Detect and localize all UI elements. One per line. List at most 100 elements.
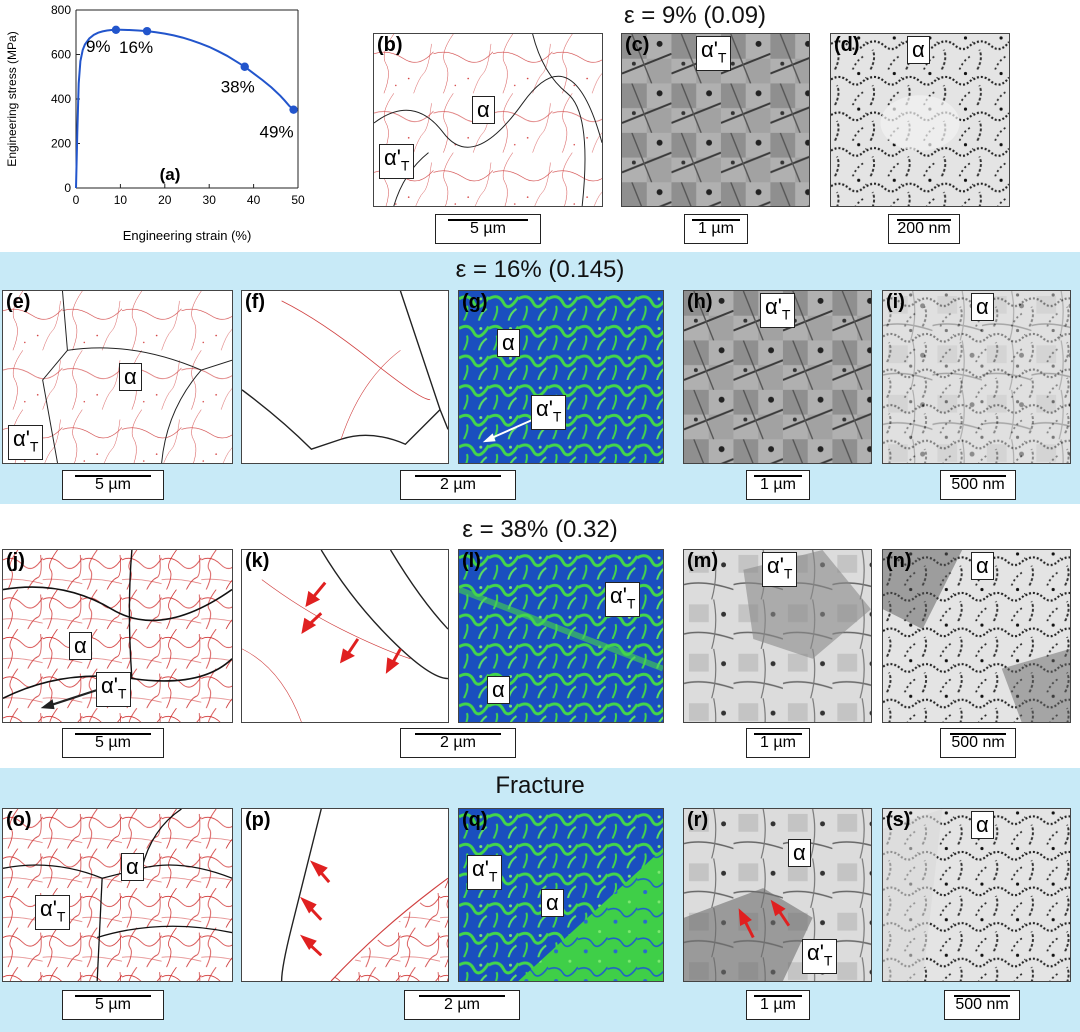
phase-label-alpha: α: [69, 632, 92, 660]
x-tick-label: 30: [203, 193, 217, 207]
phase-label-alpha-prime: α'T: [379, 144, 415, 180]
panel-n-tem: (n) α: [882, 549, 1071, 723]
panel-b-ebsd: (b) α α'T: [373, 33, 603, 207]
panel-g-kam: (g) α α'T: [458, 290, 664, 464]
panel-j-ebsd: (j) α α'T: [2, 549, 233, 723]
phase-label-alpha: α: [971, 811, 994, 839]
phase-label-alpha: α: [472, 96, 495, 124]
scalebar-o: 5 µm: [62, 990, 164, 1020]
chart-panel-label: (a): [160, 165, 181, 184]
section-title-16: ε = 16% (0.145): [455, 256, 625, 283]
scalebar-f: 2 µm: [400, 470, 516, 500]
phase-label-alpha: α: [497, 329, 520, 357]
stress-strain-chart: 0 200 400 600 800 0 10 20 30 40 50 9% 16% 38% 49% En…: [5, 3, 305, 243]
y-tick-label: 600: [51, 48, 71, 62]
scalebar-b: 5 µm: [435, 214, 541, 244]
phase-label-alpha-prime: α'T: [467, 855, 503, 891]
panel-c-tem: (c) α'T: [621, 33, 810, 207]
chart-series-line: [75, 28, 295, 189]
phase-label-alpha: α: [971, 293, 994, 321]
x-tick-label: 50: [291, 193, 305, 207]
phase-label-alpha-prime: α'T: [760, 293, 796, 329]
panel-label: (b): [377, 34, 403, 56]
phase-label-alpha-prime: α'T: [762, 552, 798, 588]
phase-label-alpha: α: [119, 363, 142, 391]
panel-o-ebsd: (o) α α'T: [2, 808, 233, 982]
scalebar-c: 1 µm: [684, 214, 748, 244]
chart-point: [240, 62, 249, 71]
y-tick-label: 800: [51, 3, 71, 17]
chart-point-label: 9%: [86, 37, 111, 56]
y-tick-label: 0: [64, 181, 71, 195]
x-tick-label: 10: [114, 193, 128, 207]
scalebar-e: 5 µm: [62, 470, 164, 500]
chart-markers: 9% 16% 38% 49%: [86, 25, 298, 142]
panel-label: (i): [886, 291, 905, 313]
panel-k-ebsd: (k): [241, 549, 449, 723]
panel-label: (j): [6, 550, 25, 572]
chart-point: [142, 26, 152, 36]
panel-p-ebsd: (p): [241, 808, 449, 982]
chart-point: [111, 25, 121, 35]
panel-l-kam: (l) α'T α: [458, 549, 664, 723]
phase-label-alpha-prime: α'T: [696, 36, 732, 72]
scalebar-r: 1 µm: [746, 990, 810, 1020]
panel-m-tem: (m) α'T: [683, 549, 872, 723]
panel-f-ebsd: (f): [241, 290, 449, 464]
section-title-38: ε = 38% (0.32): [462, 516, 618, 543]
phase-label-alpha-prime: α'T: [802, 939, 838, 975]
phase-label-alpha-prime: α'T: [8, 425, 44, 461]
scalebar-p: 2 µm: [404, 990, 520, 1020]
section-title-9: ε = 9% (0.09): [623, 2, 767, 29]
phase-label-alpha: α: [907, 36, 930, 64]
chart-ylabel: Engineering stress (MPa): [5, 31, 19, 166]
panel-label: (c): [625, 34, 650, 56]
x-tick-label: 20: [158, 193, 172, 207]
chart-x-ticks: 0 10 20 30 40 50: [73, 184, 305, 207]
phase-label-alpha: α: [541, 889, 564, 917]
chart-point-label: 49%: [260, 123, 294, 142]
x-tick-label: 0: [73, 193, 80, 207]
phase-label-alpha-prime: α'T: [96, 672, 132, 708]
scalebar-h: 1 µm: [746, 470, 810, 500]
panel-i-tem: (i) α: [882, 290, 1071, 464]
panel-h-tem: (h) α'T: [683, 290, 872, 464]
panel-label: (m): [687, 550, 719, 572]
phase-label-alpha: α: [121, 853, 144, 881]
panel-label: (k): [245, 550, 270, 572]
panel-label: (r): [687, 809, 709, 831]
section-title-fracture: Fracture: [495, 772, 585, 799]
panel-label: (p): [245, 809, 271, 831]
scalebar-m: 1 µm: [746, 728, 810, 758]
scalebar-i: 500 nm: [940, 470, 1016, 500]
panel-e-ebsd: (e) α α'T: [2, 290, 233, 464]
panel-label: (d): [834, 34, 860, 56]
chart-xlabel: Engineering strain (%): [123, 228, 252, 243]
panel-label: (g): [462, 291, 488, 313]
panel-s-tem: (s) α: [882, 808, 1071, 982]
panel-label: (l): [462, 550, 481, 572]
panel-d-tem: (d) α: [830, 33, 1010, 207]
scalebar-k: 2 µm: [400, 728, 516, 758]
phase-label-alpha: α: [971, 552, 994, 580]
chart-point-label: 38%: [221, 78, 255, 97]
phase-label-alpha-prime: α'T: [605, 582, 641, 618]
chart-point: [289, 105, 298, 114]
chart-y-ticks: 0 200 400 600 800: [51, 3, 80, 195]
scalebar-n: 500 nm: [940, 728, 1016, 758]
phase-label-alpha: α: [487, 676, 510, 704]
phase-label-alpha-prime: α'T: [35, 895, 71, 931]
panel-r-tem: (r) α α'T: [683, 808, 872, 982]
panel-label: (e): [6, 291, 31, 313]
panel-label: (o): [6, 809, 32, 831]
panel-q-kam: (q) α'T α: [458, 808, 664, 982]
phase-label-alpha: α: [788, 839, 811, 867]
scalebar-d: 200 nm: [888, 214, 960, 244]
panel-label: (h): [687, 291, 713, 313]
panel-label: (s): [886, 809, 911, 831]
chart-point-label: 16%: [119, 38, 153, 57]
phase-label-alpha-prime: α'T: [531, 395, 567, 431]
panel-label: (f): [245, 291, 265, 313]
x-tick-label: 40: [247, 193, 261, 207]
y-tick-label: 200: [51, 137, 71, 151]
